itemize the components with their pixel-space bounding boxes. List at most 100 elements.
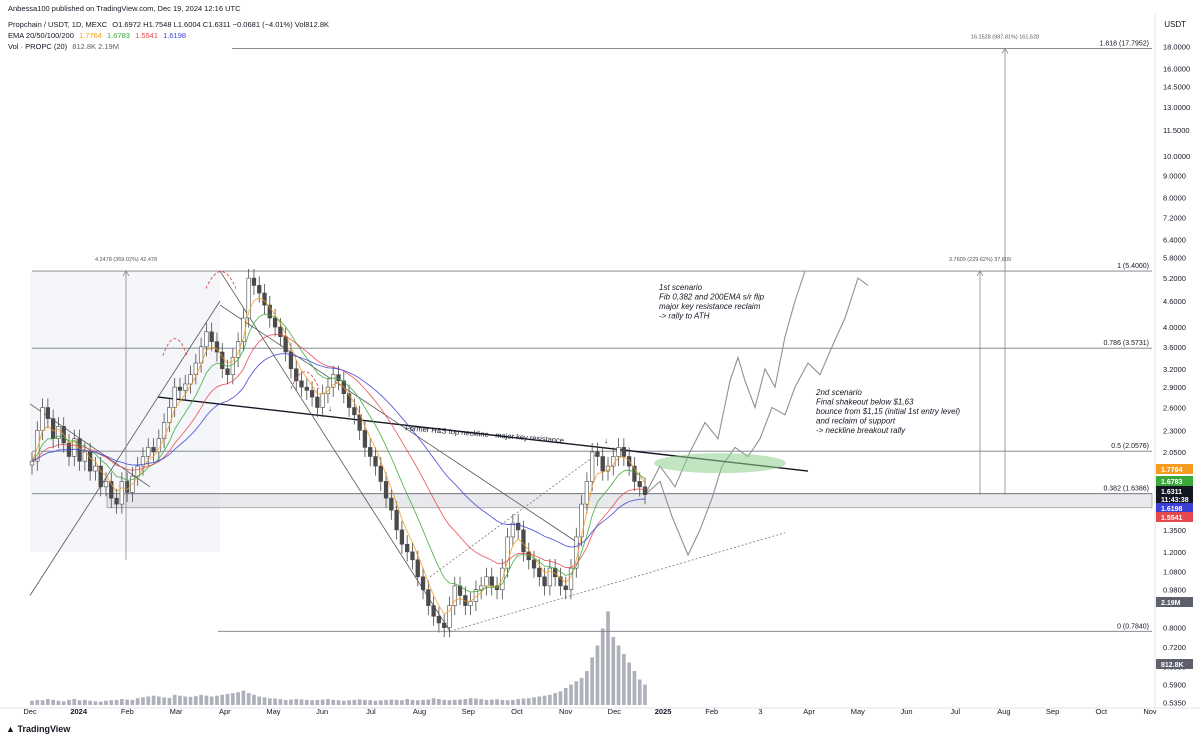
y-tick-label: 1.0800 bbox=[1163, 568, 1186, 577]
volume-bar bbox=[558, 691, 563, 705]
x-tick-label: Jul bbox=[950, 707, 960, 716]
volume-bar bbox=[595, 645, 600, 705]
candle-body bbox=[468, 601, 473, 606]
candle-body bbox=[87, 451, 93, 472]
volume-bar bbox=[600, 628, 605, 705]
candle-body bbox=[103, 481, 109, 488]
candle-body bbox=[394, 509, 399, 531]
x-tick-label: Feb bbox=[121, 707, 134, 716]
volume-bar bbox=[252, 694, 256, 705]
tradingview-logo[interactable]: ▲ TradingView bbox=[6, 724, 70, 734]
tv-logo-icon: ▲ bbox=[6, 724, 15, 734]
volume-bar bbox=[394, 699, 399, 705]
brand-name: TradingView bbox=[17, 724, 71, 734]
candle-body bbox=[531, 559, 537, 569]
candle-body bbox=[262, 292, 267, 306]
candle-body bbox=[336, 374, 341, 382]
candle-body bbox=[331, 374, 336, 388]
measure-label: 3.7609 (229.62%) 37,609 bbox=[949, 257, 1011, 263]
candle-body bbox=[547, 567, 553, 587]
volume-bar bbox=[209, 696, 214, 705]
x-tick-label: Feb bbox=[705, 707, 718, 716]
volume-bar bbox=[452, 699, 457, 705]
candle-body bbox=[415, 559, 420, 578]
ema50-value: 1.6783 bbox=[107, 31, 130, 40]
y-tick-label: 1.3500 bbox=[1163, 526, 1186, 535]
volume-bar bbox=[56, 700, 61, 705]
volume-bar bbox=[262, 697, 267, 705]
volume-bar bbox=[40, 700, 45, 705]
candle-body bbox=[225, 368, 230, 375]
volume-bar bbox=[35, 699, 40, 705]
candle-body bbox=[257, 285, 262, 294]
volume-bar bbox=[273, 698, 277, 705]
volume-bar bbox=[220, 694, 225, 705]
volume-bar bbox=[109, 700, 114, 705]
candle-body bbox=[368, 447, 373, 457]
volume-bar bbox=[389, 699, 394, 705]
price-tag-label: 2.19M bbox=[1161, 600, 1181, 607]
channel-upper bbox=[219, 270, 451, 632]
candle-body bbox=[510, 522, 516, 538]
volume-bar bbox=[299, 699, 304, 705]
ema100-line bbox=[31, 333, 646, 569]
volume-bar bbox=[384, 699, 388, 705]
price-tag-bg bbox=[1156, 476, 1193, 486]
candle-body bbox=[431, 605, 436, 617]
ema20-value: 1.7764 bbox=[78, 31, 102, 40]
volume-bar bbox=[643, 684, 647, 705]
scenario2-text: 2nd scenario bbox=[815, 388, 862, 397]
candle-body bbox=[420, 576, 426, 590]
candle-body bbox=[272, 317, 278, 328]
candle-body bbox=[278, 326, 283, 337]
volume-bar bbox=[579, 677, 584, 705]
candle-body bbox=[399, 529, 405, 545]
volume-bar bbox=[199, 694, 203, 705]
candle-body bbox=[119, 481, 124, 505]
price-tag-bg bbox=[1156, 659, 1193, 669]
candle-body bbox=[183, 383, 188, 391]
ema200-value: 1.6198 bbox=[163, 31, 187, 40]
volume-bar bbox=[553, 693, 558, 705]
y-tick-label: 2.6000 bbox=[1163, 404, 1186, 413]
volume-bar bbox=[431, 698, 436, 705]
candle-body bbox=[452, 585, 457, 606]
left-channel-lower bbox=[29, 300, 221, 596]
ema-legend[interactable]: EMA 20/50/100/200 1.7764 1.6783 1.5541 1… bbox=[8, 31, 189, 40]
volume-bar bbox=[352, 699, 357, 705]
scenario2-text: -> neckline breakout rally bbox=[816, 426, 906, 435]
candle-body bbox=[40, 407, 45, 431]
candle-body bbox=[209, 331, 214, 342]
ohlc-values: O1.6972 H1.7548 L1.6004 C1.6311 −0.0681 … bbox=[112, 20, 329, 29]
candle-body bbox=[146, 447, 151, 457]
ema200-line bbox=[31, 353, 646, 548]
volume-bar bbox=[442, 699, 447, 705]
volume-bar bbox=[72, 699, 77, 705]
scenario2-text: bounce from $1,15 (initial 1st entry lev… bbox=[816, 407, 960, 416]
volume-bar bbox=[521, 698, 526, 705]
volume-bar bbox=[320, 699, 325, 705]
candle-body bbox=[632, 465, 637, 482]
candle-body bbox=[93, 465, 98, 472]
y-tick-label: 1.2000 bbox=[1163, 548, 1186, 557]
volume-bar bbox=[119, 699, 124, 705]
candle-body bbox=[537, 567, 542, 578]
candle-body bbox=[235, 341, 241, 358]
candle-body bbox=[362, 430, 368, 448]
volume-bar bbox=[156, 696, 161, 705]
volume-legend[interactable]: Vol · PROPC (20) 812.8K 2.19M bbox=[8, 42, 122, 51]
volume-bar bbox=[193, 696, 198, 705]
volume-bar bbox=[183, 696, 188, 705]
volume-bar bbox=[516, 699, 521, 705]
x-tick-label: Dec bbox=[608, 707, 622, 716]
y-tick-label: 4.6000 bbox=[1163, 297, 1186, 306]
candle-body bbox=[579, 503, 584, 538]
volume-bar bbox=[606, 611, 610, 705]
volume-bar bbox=[537, 696, 542, 705]
y-tick-label: 3.6000 bbox=[1163, 343, 1186, 352]
y-tick-label: 0.9800 bbox=[1163, 586, 1186, 595]
arrow-marker: ↓ bbox=[328, 404, 332, 413]
volume-bar bbox=[204, 695, 209, 705]
candle-body bbox=[172, 386, 177, 408]
